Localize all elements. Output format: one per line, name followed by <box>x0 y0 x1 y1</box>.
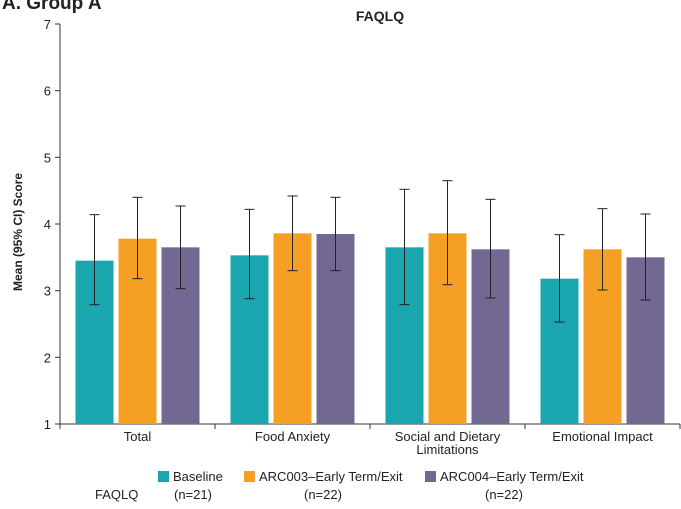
y-tick-label: 1 <box>44 417 51 432</box>
category-label: Social and Dietary Limitations <box>395 429 501 457</box>
legend-label-baseline: Baseline <box>173 469 223 484</box>
y-tick-label: 6 <box>44 84 51 99</box>
chart-plot: 1 2 3 4 5 6 7 Total Food Anxiety Social and Diet… <box>44 17 681 457</box>
legend-n-baseline: (n=21) <box>174 487 212 502</box>
legend-row-label: FAQLQ <box>95 487 139 502</box>
category-label: Food Anxiety <box>255 429 331 444</box>
panel-label: A. Group A <box>2 0 102 14</box>
y-tick-label: 2 <box>44 350 51 365</box>
y-tick-label: 5 <box>44 150 51 165</box>
chart-bars <box>75 233 665 424</box>
legend-swatch-baseline <box>158 471 169 482</box>
legend-swatch-arc003 <box>244 471 255 482</box>
legend-label-arc003: ARC003–Early Term/Exit <box>259 469 403 484</box>
legend: Baseline ARC003–Early Term/Exit ARC004–E… <box>0 469 681 509</box>
legend-swatch-arc004 <box>425 471 436 482</box>
category-label: Emotional Impact <box>552 429 653 444</box>
legend-item-baseline: Baseline <box>158 469 223 484</box>
y-tick-label: 3 <box>44 284 51 299</box>
chart-title: FAQLQ <box>355 8 405 24</box>
legend-n-arc003: (n=22) <box>304 487 342 502</box>
legend-item-arc004: ARC004–Early Term/Exit <box>425 469 584 484</box>
category-label: Total <box>124 429 152 444</box>
y-tick-label: 4 <box>44 217 51 232</box>
y-tick-label: 7 <box>44 17 51 32</box>
category-labels: Total Food Anxiety Social and Dietary Limit… <box>124 429 653 457</box>
legend-item-arc003: ARC003–Early Term/Exit <box>244 469 403 484</box>
legend-label-arc004: ARC004–Early Term/Exit <box>440 469 584 484</box>
chart-error-bars <box>89 180 651 323</box>
legend-n-arc004: (n=22) <box>485 487 523 502</box>
